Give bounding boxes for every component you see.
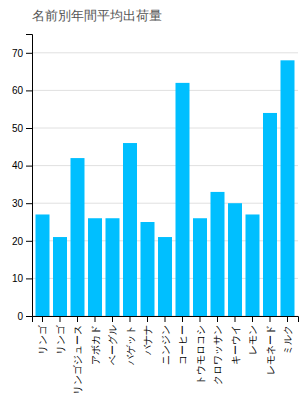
x-tick-label: レモン [247,325,258,355]
x-tick: リンゴ [55,316,66,355]
x-tick-label: バナナ [142,325,153,356]
x-tick-mark [42,316,43,322]
grid-line [32,90,298,91]
bar [88,218,102,316]
x-tick-mark [130,316,131,322]
bar [106,218,120,316]
y-tick: 40 [12,160,32,171]
y-tick-label: 30 [12,198,24,209]
x-tick-mark [147,316,148,322]
y-tick-mark [26,90,32,91]
plot-area: 010203040506070リンゴリンゴリンゴジュースアボカドベーグルバゲット… [12,35,299,396]
bar [211,192,225,316]
x-tick: アボカド [90,316,101,365]
x-tick-label: バゲット [125,325,136,366]
bar [281,60,295,316]
y-tick-label: 70 [12,48,24,59]
x-tick-mark [235,316,236,322]
bar [228,203,242,316]
x-tick: レモネード [265,316,276,375]
y-tick: 30 [12,198,32,209]
chart-svg: 名前別年間平均出荷量010203040506070リンゴリンゴリンゴジュースアボ… [0,0,308,408]
grid-line [32,128,298,129]
y-axis: 0 10 20 30 40 50 60 70 [12,35,33,322]
x-tick: ベーグル [107,316,118,365]
y-tick-label: 40 [12,160,24,171]
x-tick: リンゴジュース [72,316,83,395]
x-axis-line [33,317,299,323]
x-tick: ニンジン [160,316,171,365]
x-tick-label: ミルク [282,325,293,355]
grid [32,53,298,316]
y-tick-mark [26,316,32,317]
bar [176,83,190,316]
x-tick-label: トウモロコシ [195,325,206,385]
chart-title: 名前別年間平均出荷量 [32,8,162,23]
y-tick-label: 10 [12,273,24,284]
x-tick: クロワッサン [212,316,223,385]
y-tick: 70 [12,48,32,59]
x-tick-label: キーウイ [230,325,241,365]
x-tick: リンゴ [37,316,48,355]
y-tick-mark [26,278,32,279]
x-tick-mark [182,316,183,322]
x-tick-mark [252,316,253,322]
bar [36,214,50,316]
x-tick: バナナ [142,316,153,356]
x-tick-mark [95,316,96,322]
x-tick-label: コーヒー [177,325,188,365]
x-tick-label: リンゴジュース [72,325,83,395]
y-tick-mark [26,53,32,54]
x-tick: レモン [247,316,258,355]
y-tick: 10 [12,273,32,284]
x-tick: ミルク [282,316,293,355]
bar [141,222,155,316]
bar [263,113,277,316]
x-axis: リンゴリンゴリンゴジュースアボカドベーグルバゲットバナナニンジンコーヒートウモロ… [33,316,299,395]
x-tick-label: ニンジン [160,325,171,365]
y-tick-label: 60 [12,85,24,96]
x-tick: コーヒー [177,316,188,365]
chart-container: 名前別年間平均出荷量010203040506070リンゴリンゴリンゴジュースアボ… [0,0,308,408]
y-tick-label: 50 [12,123,24,134]
x-tick: キーウイ [230,316,241,365]
y-tick: 20 [12,236,32,247]
y-tick-label: 0 [17,311,23,322]
x-tick-mark [165,316,166,322]
bar [123,143,137,316]
x-tick-mark [112,316,113,322]
y-tick: 0 [17,311,32,322]
bars [36,60,295,316]
y-tick-mark [26,128,32,129]
bar [71,158,85,316]
x-tick-label: レモネード [265,325,276,375]
bar [158,237,172,316]
x-tick-mark [287,316,288,322]
x-tick-mark [77,316,78,322]
y-tick-mark [26,166,32,167]
bar [246,214,260,316]
bar [193,218,207,316]
x-tick-label: リンゴ [55,324,66,355]
y-axis-line [26,35,33,317]
x-tick-mark [60,316,61,322]
bar [53,237,67,316]
x-tick-mark [200,316,201,322]
y-tick-mark [26,203,32,204]
x-tick-label: ベーグル [107,325,118,365]
x-tick-label: クロワッサン [212,325,223,385]
x-tick-mark [217,316,218,322]
x-tick-label: リンゴ [37,324,48,355]
x-tick-mark [270,316,271,322]
y-tick-label: 20 [12,236,24,247]
y-tick-mark [26,241,32,242]
x-tick: トウモロコシ [195,316,206,385]
grid-line [32,52,298,53]
y-tick: 50 [12,123,32,134]
y-tick: 60 [12,85,32,96]
x-tick: バゲット [125,316,136,366]
x-tick-label: アボカド [90,325,101,365]
